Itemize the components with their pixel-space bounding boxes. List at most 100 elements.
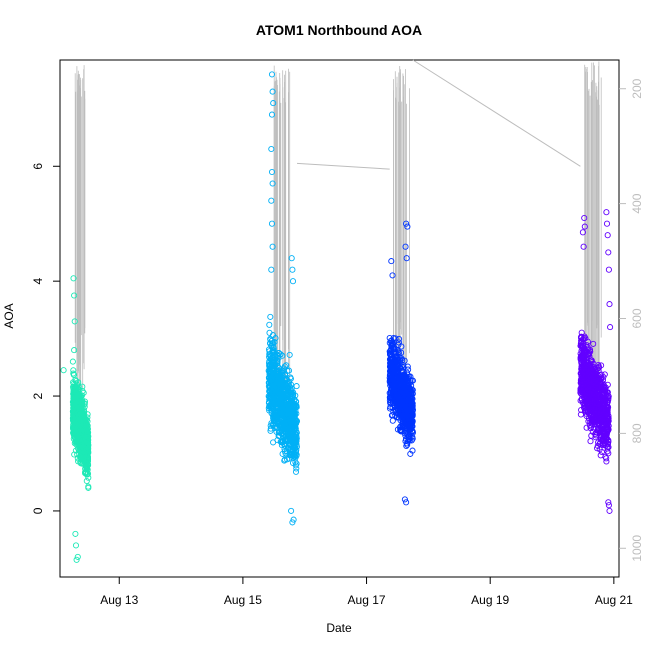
data-point <box>74 433 81 440</box>
data-point <box>280 365 288 372</box>
secondary-y-tick-label: 200 <box>630 78 644 98</box>
series-aug-20 <box>577 209 614 514</box>
data-point <box>269 339 277 346</box>
data-point <box>587 438 594 445</box>
data-point <box>578 383 586 390</box>
data-point <box>603 407 610 415</box>
data-point <box>275 394 283 401</box>
data-point <box>84 449 91 456</box>
data-point <box>401 410 408 417</box>
secondary-y-tick-label: 600 <box>630 308 644 328</box>
data-point <box>70 380 77 387</box>
data-point <box>279 433 286 440</box>
data-point <box>268 111 276 118</box>
data-point <box>83 464 91 471</box>
data-point <box>289 278 297 285</box>
data-point <box>292 468 300 475</box>
data-point <box>282 450 289 457</box>
chart-title: ATOM1 Northbound AOA <box>256 22 422 38</box>
data-point <box>287 431 294 438</box>
data-point <box>77 445 84 453</box>
y-tick-label: 2 <box>31 392 45 399</box>
data-point <box>268 394 275 401</box>
data-point <box>588 357 595 364</box>
data-point <box>399 387 406 394</box>
data-point <box>598 383 605 390</box>
data-point <box>289 519 296 526</box>
data-point <box>70 275 77 282</box>
data-point <box>591 364 598 371</box>
data-point <box>400 368 407 375</box>
data-point <box>404 223 411 230</box>
data-point <box>401 496 408 503</box>
data-point <box>79 424 87 431</box>
data-point <box>285 409 293 416</box>
data-point <box>266 396 273 403</box>
data-point <box>579 350 586 357</box>
data-point <box>84 430 91 437</box>
y-tick-label: 0 <box>31 507 45 514</box>
data-point <box>403 400 410 407</box>
data-point <box>73 441 80 448</box>
data-point <box>286 452 293 459</box>
data-point <box>386 334 393 342</box>
data-point <box>81 452 88 459</box>
data-point <box>397 412 404 419</box>
data-point <box>403 440 411 447</box>
data-point <box>603 209 610 216</box>
data-point <box>282 384 289 391</box>
data-point <box>270 421 277 428</box>
data-point <box>292 462 299 469</box>
data-point <box>84 441 91 448</box>
data-point <box>396 406 403 413</box>
data-point <box>71 318 78 325</box>
data-point <box>389 272 396 279</box>
data-point <box>284 437 291 444</box>
data-point <box>268 197 275 204</box>
data-point <box>588 423 595 430</box>
data-point <box>606 507 613 514</box>
data-point <box>402 243 409 250</box>
data-point <box>604 232 611 239</box>
data-point <box>605 249 612 256</box>
data-point <box>597 417 604 424</box>
data-point <box>268 220 276 227</box>
data-point <box>593 416 600 423</box>
data-point <box>394 393 401 400</box>
data-point <box>293 402 300 409</box>
data-point <box>279 397 286 404</box>
series-aug-17 <box>386 220 416 506</box>
data-point <box>83 457 90 465</box>
data-point <box>603 435 610 442</box>
data-point <box>76 422 83 429</box>
data-point <box>77 454 84 461</box>
data-point <box>597 388 604 395</box>
data-point <box>404 363 411 370</box>
data-point <box>409 429 416 436</box>
data-point <box>286 378 293 386</box>
data-point <box>285 367 293 374</box>
data-point <box>278 393 285 400</box>
data-point <box>605 499 612 506</box>
data-point <box>287 400 294 407</box>
data-point <box>268 266 275 273</box>
data-point <box>292 439 299 446</box>
data-point <box>85 484 92 491</box>
secondary-connector <box>412 59 581 167</box>
secondary-y-axis: 200 400 600 800 1000 <box>619 78 644 562</box>
data-point <box>403 220 410 227</box>
data-point <box>599 441 607 449</box>
data-point <box>588 420 595 427</box>
data-point <box>583 341 590 349</box>
data-point <box>289 447 296 454</box>
data-point <box>577 342 584 349</box>
x-tick-label: Aug 19 <box>471 593 509 607</box>
data-point <box>281 388 288 395</box>
secondary-y-tick-label: 400 <box>630 193 644 213</box>
data-point <box>85 474 92 481</box>
data-point <box>271 400 278 407</box>
data-point <box>293 383 300 390</box>
data-point <box>597 452 604 459</box>
data-point <box>275 418 282 425</box>
data-point <box>291 414 298 421</box>
